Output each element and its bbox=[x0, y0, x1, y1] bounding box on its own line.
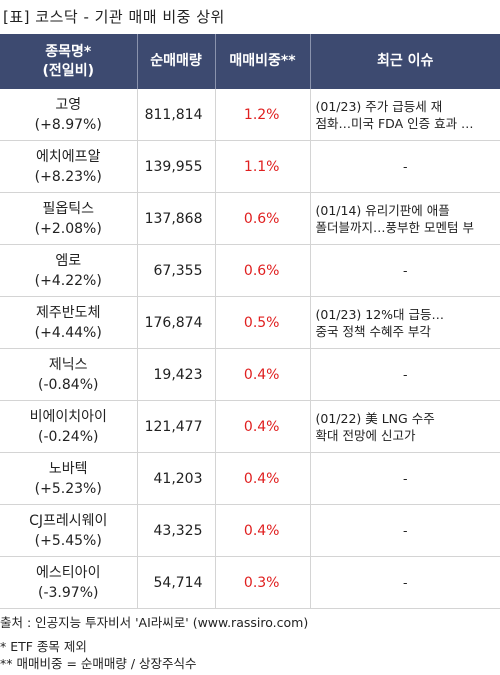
header-name-line2: (전일비) bbox=[42, 62, 94, 79]
trade-ratio: 0.6% bbox=[215, 244, 311, 297]
stock-name: 에스티아이 bbox=[36, 564, 101, 581]
stock-name: 비에이치아이 bbox=[29, 408, 107, 425]
recent-issue: - bbox=[310, 556, 500, 609]
stock-change: (+8.97%) bbox=[34, 116, 102, 133]
stock-cell: 에스티아이 (-3.97%) bbox=[0, 556, 138, 609]
stock-name: 제주반도체 bbox=[36, 304, 101, 321]
issue-line2: 점화…미국 FDA 인증 효과 … bbox=[315, 115, 474, 131]
issue-line1: - bbox=[402, 575, 408, 590]
stock-cell: 엠로 (+4.22%) bbox=[0, 244, 138, 297]
stock-cell: 고영 (+8.97%) bbox=[0, 89, 138, 141]
issue-line1: (01/23) 주가 급등세 재 bbox=[315, 98, 443, 114]
stock-name: 제닉스 bbox=[48, 356, 88, 373]
net-volume: 139,955 bbox=[137, 140, 216, 193]
stock-name: 필옵틱스 bbox=[42, 200, 95, 217]
footnote-ratio: ** 매매비중 = 순매매량 / 상장주식수 bbox=[0, 656, 197, 671]
recent-issue: (01/22) 美 LNG 수주 확대 전망에 신고가 bbox=[310, 400, 500, 453]
table-header-row: 종목명* (전일비) 순매매량 매매비중** 최근 이슈 bbox=[0, 34, 500, 89]
net-volume: 137,868 bbox=[137, 192, 216, 245]
issue-line1: - bbox=[402, 159, 408, 174]
stock-change: (-3.97%) bbox=[38, 584, 99, 601]
recent-issue: - bbox=[310, 244, 500, 297]
stock-cell: 제닉스 (-0.84%) bbox=[0, 348, 138, 401]
issue-line1: - bbox=[402, 263, 408, 278]
header-ratio: 매매비중** bbox=[215, 34, 311, 89]
net-volume: 121,477 bbox=[137, 400, 216, 453]
trade-ratio: 1.2% bbox=[215, 89, 311, 141]
stock-change: (+5.23%) bbox=[34, 480, 102, 497]
stock-name: CJ프레시웨이 bbox=[29, 512, 108, 529]
recent-issue: - bbox=[310, 452, 500, 505]
issue-line1: - bbox=[402, 471, 408, 486]
net-volume: 176,874 bbox=[137, 296, 216, 349]
issue-line2: 중국 정책 수혜주 부각 bbox=[315, 323, 431, 339]
source-note: 출처 : 인공지능 투자비서 'AI라씨로' (www.rassiro.com) bbox=[0, 615, 309, 630]
trade-ratio: 0.4% bbox=[215, 504, 311, 557]
table-row: 에치에프알 (+8.23%) 139,955 1.1% - bbox=[0, 140, 500, 193]
table-title: [표] 코스닥 - 기관 매매 비중 상위 bbox=[3, 8, 225, 26]
trade-ratio: 0.3% bbox=[215, 556, 311, 609]
net-volume: 41,203 bbox=[137, 452, 216, 505]
stock-change: (+8.23%) bbox=[34, 168, 102, 185]
table-row: 에스티아이 (-3.97%) 54,714 0.3% - bbox=[0, 556, 500, 609]
trade-ratio: 0.5% bbox=[215, 296, 311, 349]
net-volume: 54,714 bbox=[137, 556, 216, 609]
stock-change: (+4.22%) bbox=[34, 272, 102, 289]
stock-change: (+5.45%) bbox=[34, 532, 102, 549]
header-name: 종목명* (전일비) bbox=[0, 34, 138, 89]
footnote-etf: * ETF 종목 제외 bbox=[0, 639, 87, 654]
stock-cell: 비에이치아이 (-0.24%) bbox=[0, 400, 138, 453]
stock-change: (-0.24%) bbox=[38, 428, 99, 445]
recent-issue: (01/23) 12%대 급등… 중국 정책 수혜주 부각 bbox=[310, 296, 500, 349]
stock-name: 엠로 bbox=[55, 252, 82, 269]
table-row: 제닉스 (-0.84%) 19,423 0.4% - bbox=[0, 348, 500, 401]
table-row: 제주반도체 (+4.44%) 176,874 0.5% (01/23) 12%대 급등…… bbox=[0, 296, 500, 349]
trade-ratio: 0.4% bbox=[215, 400, 311, 453]
table-row: 필옵틱스 (+2.08%) 137,868 0.6% (01/14) 유리기판에 애플 폴… bbox=[0, 192, 500, 245]
net-volume: 43,325 bbox=[137, 504, 216, 557]
trade-ratio: 1.1% bbox=[215, 140, 311, 193]
stock-cell: CJ프레시웨이 (+5.45%) bbox=[0, 504, 138, 557]
issue-line1: - bbox=[402, 523, 408, 538]
recent-issue: (01/23) 주가 급등세 재 점화…미국 FDA 인증 효과 … bbox=[310, 89, 500, 141]
recent-issue: - bbox=[310, 348, 500, 401]
table-row: 노바텍 (+5.23%) 41,203 0.4% - bbox=[0, 452, 500, 505]
stock-change: (+4.44%) bbox=[34, 324, 102, 341]
trade-ratio: 0.4% bbox=[215, 348, 311, 401]
stock-change: (+2.08%) bbox=[34, 220, 102, 237]
issue-line2: 폴더블까지…풍부한 모멘텀 부 bbox=[315, 219, 474, 235]
table-row: 고영 (+8.97%) 811,814 1.2% (01/23) 주가 급등세 재 점화…… bbox=[0, 89, 500, 141]
net-volume: 19,423 bbox=[137, 348, 216, 401]
table-row: 엠로 (+4.22%) 67,355 0.6% - bbox=[0, 244, 500, 297]
issue-line1: (01/22) 美 LNG 수주 bbox=[315, 410, 435, 426]
recent-issue: - bbox=[310, 140, 500, 193]
issue-line2: 확대 전망에 신고가 bbox=[315, 427, 416, 443]
header-name-line1: 종목명* bbox=[45, 43, 92, 60]
header-net-volume: 순매매량 bbox=[137, 34, 216, 89]
recent-issue: (01/14) 유리기판에 애플 폴더블까지…풍부한 모멘텀 부 bbox=[310, 192, 500, 245]
issue-line1: (01/23) 12%대 급등… bbox=[315, 306, 445, 322]
stock-name: 에치에프알 bbox=[36, 148, 101, 165]
recent-issue: - bbox=[310, 504, 500, 557]
net-volume: 67,355 bbox=[137, 244, 216, 297]
stock-name: 고영 bbox=[55, 96, 82, 113]
table-row: CJ프레시웨이 (+5.45%) 43,325 0.4% - bbox=[0, 504, 500, 557]
header-issue: 최근 이슈 bbox=[310, 34, 500, 89]
issue-line1: - bbox=[402, 367, 408, 382]
stock-name: 노바텍 bbox=[48, 460, 88, 477]
trade-ratio: 0.6% bbox=[215, 192, 311, 245]
trade-ratio: 0.4% bbox=[215, 452, 311, 505]
table-row: 비에이치아이 (-0.24%) 121,477 0.4% (01/22) 美 LNG 수… bbox=[0, 400, 500, 453]
stock-change: (-0.84%) bbox=[38, 376, 99, 393]
issue-line1: (01/14) 유리기판에 애플 bbox=[315, 202, 450, 218]
ranking-table: 종목명* (전일비) 순매매량 매매비중** 최근 이슈 고영 (+8.97%) 8… bbox=[0, 34, 500, 609]
stock-cell: 노바텍 (+5.23%) bbox=[0, 452, 138, 505]
stock-cell: 에치에프알 (+8.23%) bbox=[0, 140, 138, 193]
stock-cell: 제주반도체 (+4.44%) bbox=[0, 296, 138, 349]
stock-cell: 필옵틱스 (+2.08%) bbox=[0, 192, 138, 245]
net-volume: 811,814 bbox=[137, 89, 216, 141]
